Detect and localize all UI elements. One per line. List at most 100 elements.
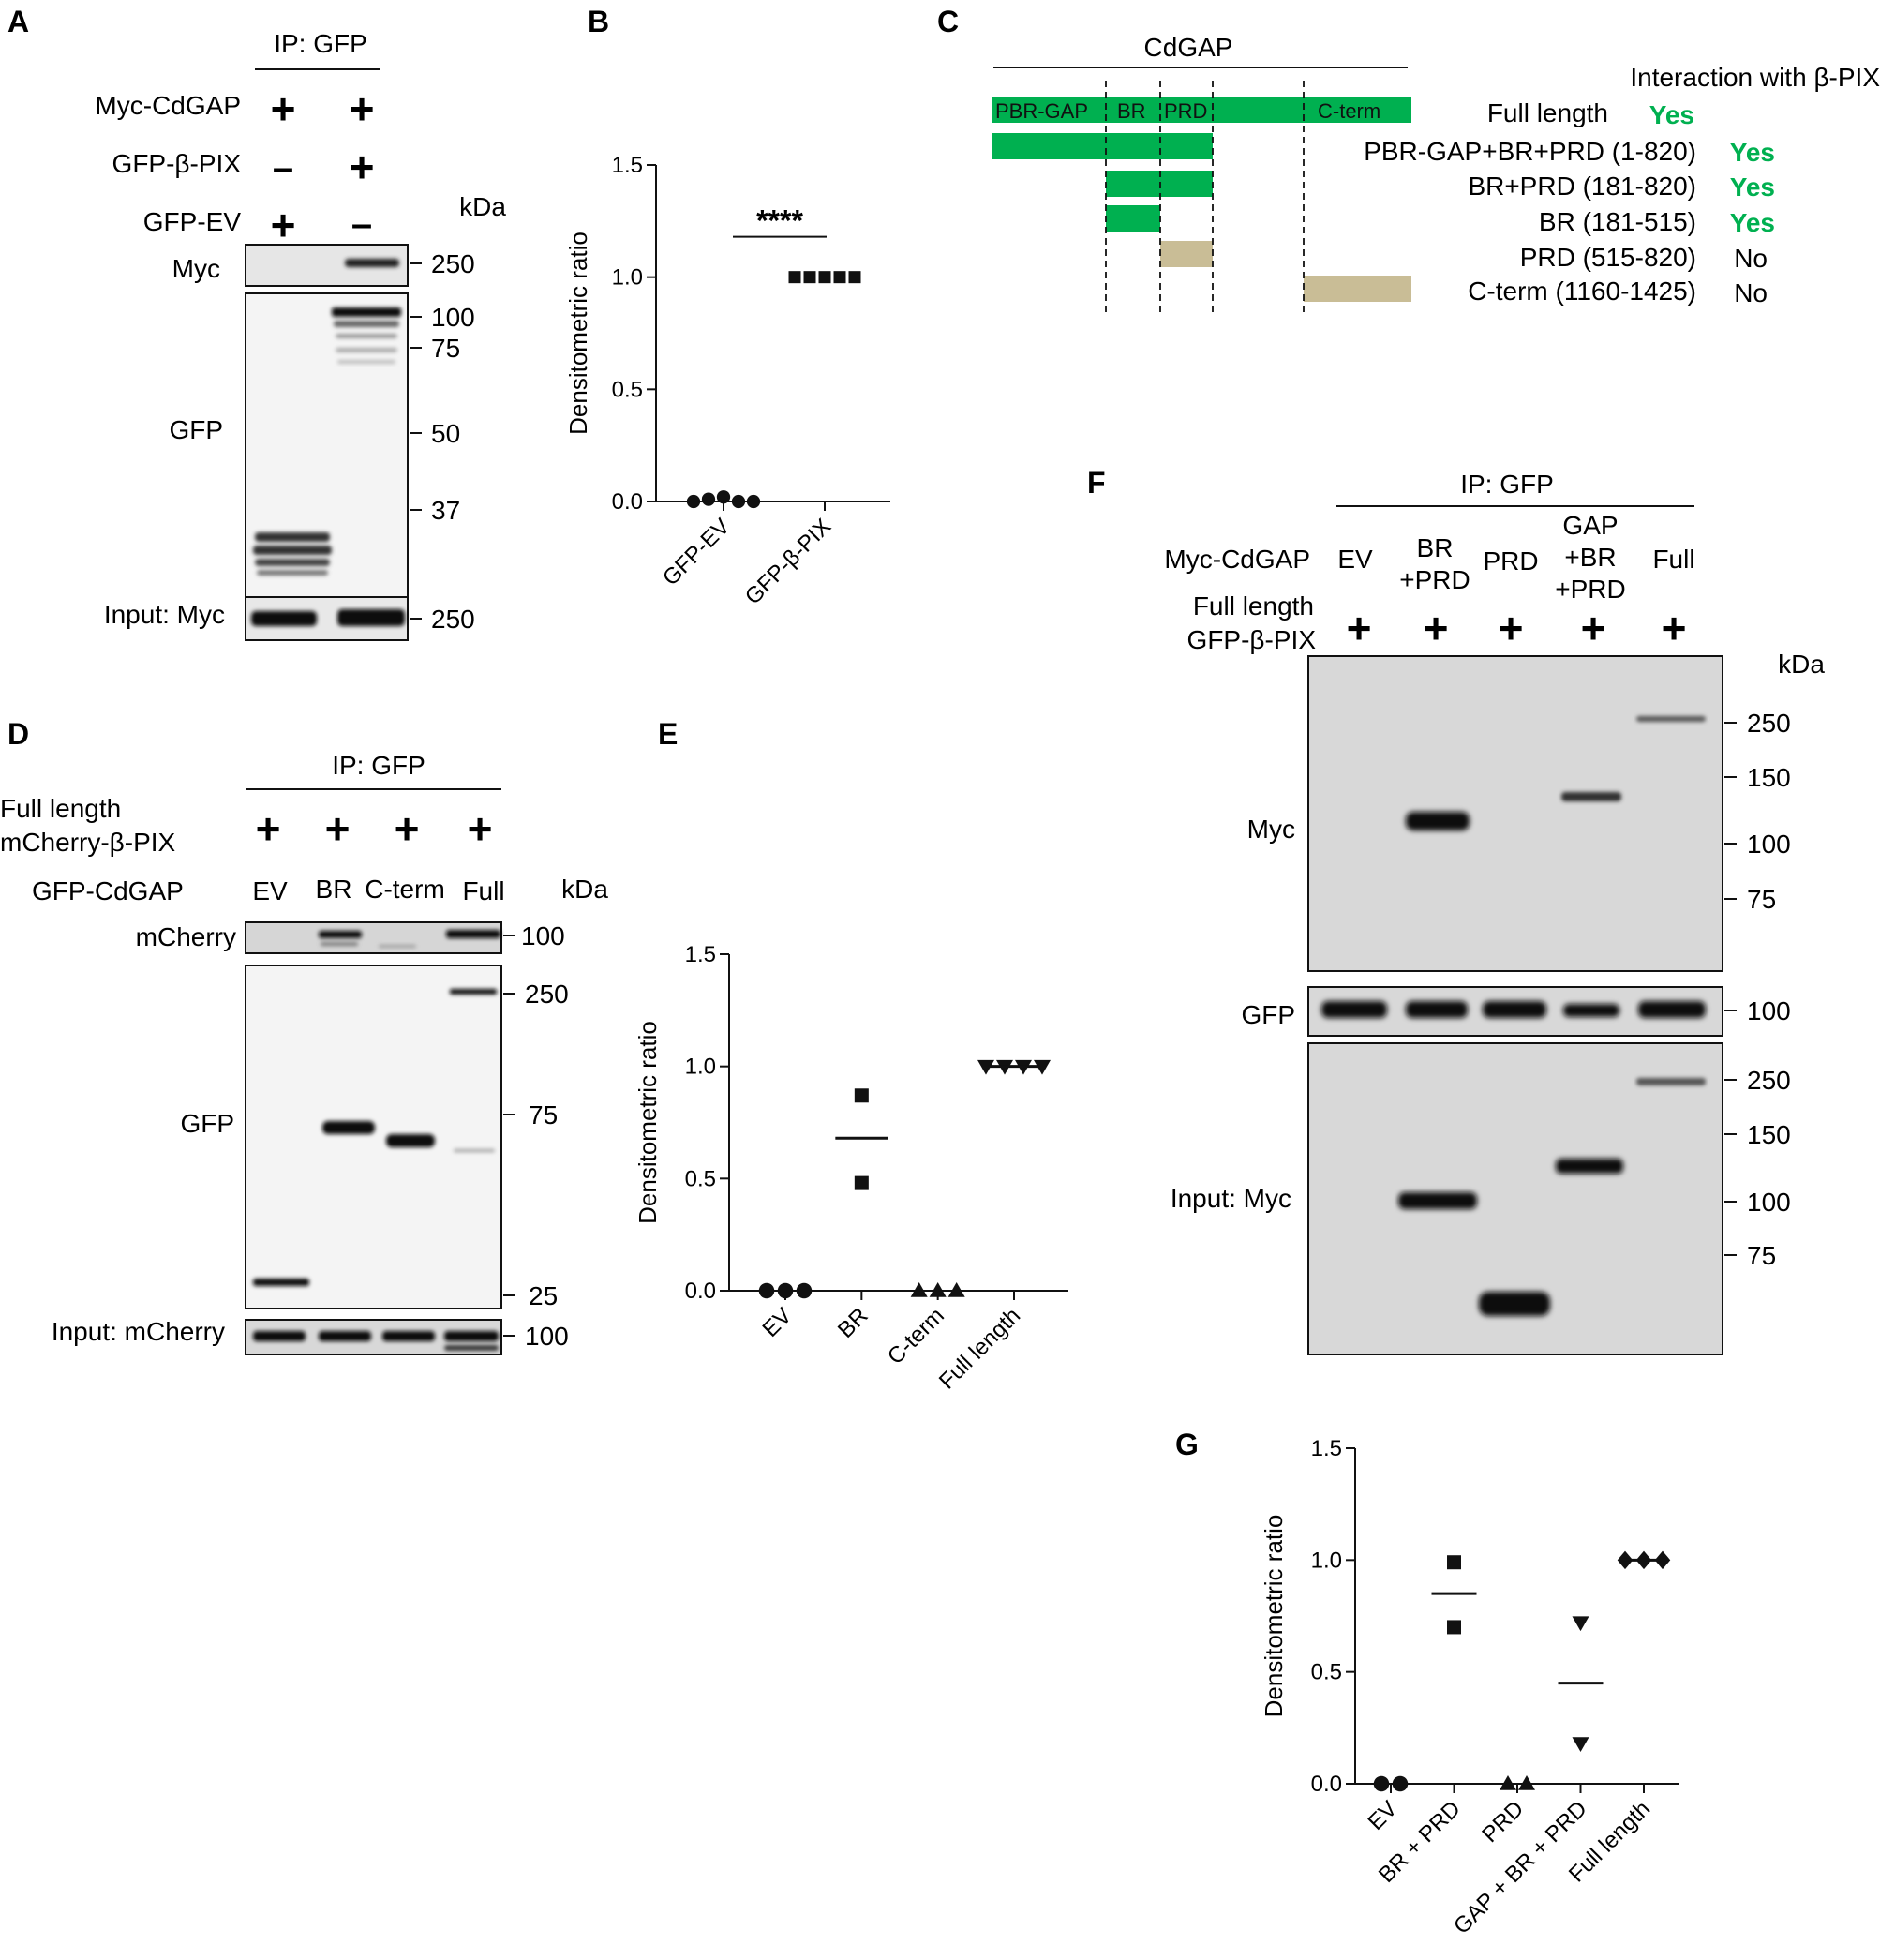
- y-tick-label: 0.5: [685, 1166, 716, 1191]
- band: [1406, 812, 1470, 830]
- marker-label: 75: [1747, 885, 1776, 914]
- band: [1398, 1192, 1477, 1209]
- data-point: [1447, 1620, 1461, 1635]
- sign: +: [395, 804, 420, 853]
- band: [1556, 1159, 1623, 1174]
- construct-result: Yes: [1730, 172, 1775, 202]
- blot-gfp: [245, 965, 502, 1309]
- marker-label: 37: [431, 496, 460, 525]
- kda-label: kDa: [1778, 650, 1825, 679]
- data-point: [947, 1282, 965, 1297]
- cdgap-label: Myc-CdGAP: [1164, 545, 1310, 574]
- panel-a: A IP: GFP Myc-CdGAP + + GFP-β-PIX – + GF…: [7, 5, 506, 641]
- blot-label: GFP: [169, 415, 223, 444]
- band: [1479, 1292, 1550, 1316]
- y-tick-label: 0.0: [685, 1279, 716, 1304]
- ip-label: IP: GFP: [1460, 470, 1554, 499]
- panel-letter-d: D: [7, 717, 29, 751]
- marker-label: 50: [431, 419, 460, 448]
- panel-letter-b: B: [588, 5, 609, 38]
- domain-label: BR: [1117, 99, 1146, 123]
- band: [1483, 1001, 1546, 1018]
- construct-bar-1160-1425: [1304, 276, 1411, 302]
- band: [1636, 1078, 1706, 1085]
- row-label: Myc-CdGAP: [95, 91, 241, 120]
- construct-name: BR+PRD (181-820): [1468, 172, 1696, 201]
- sign: +: [271, 84, 296, 133]
- band: [382, 1331, 435, 1341]
- band: [322, 1121, 375, 1134]
- data-point: [746, 494, 761, 509]
- y-tick-label: 1.0: [612, 265, 643, 291]
- x-tick-label: GFP-β-PIX: [740, 514, 836, 609]
- data-point: [1500, 1775, 1516, 1790]
- band: [336, 348, 397, 352]
- interaction-header: Interaction with β-PIX: [1630, 63, 1880, 92]
- pix-label: mCherry-β-PIX: [0, 828, 176, 857]
- x-tick-label: BR: [833, 1303, 873, 1343]
- domain-label: PBR-GAP: [995, 99, 1088, 123]
- blot-myc: [1307, 655, 1723, 972]
- marker-label: 100: [525, 1322, 569, 1351]
- blot-label: mCherry: [136, 922, 236, 951]
- y-axis-label: Densitometric ratio: [634, 1021, 662, 1224]
- construct-name: PRD (515-820): [1520, 243, 1696, 272]
- band: [444, 1345, 499, 1351]
- construct-result: Yes: [1730, 208, 1775, 237]
- panel-letter-e: E: [658, 717, 678, 751]
- panel-letter-g: G: [1175, 1428, 1199, 1461]
- full-length-label: Full length: [1193, 591, 1314, 621]
- data-point: [854, 1088, 869, 1103]
- lane-label: Full: [462, 876, 504, 905]
- band: [253, 546, 332, 555]
- lane-label: BR +PRD: [1399, 533, 1470, 594]
- data-point: [1572, 1737, 1589, 1753]
- chart-marks: ****: [686, 204, 861, 509]
- band: [446, 930, 500, 938]
- construct-bar-1-820: [992, 133, 1213, 159]
- sign: +: [350, 142, 375, 191]
- x-tick-label: EV: [758, 1303, 798, 1342]
- marker-label: 150: [1747, 763, 1791, 792]
- sign: +: [271, 201, 296, 249]
- data-point: [777, 1282, 794, 1299]
- pix-label: GFP-β-PIX: [1187, 625, 1317, 654]
- band: [454, 1149, 495, 1152]
- data-point: [701, 492, 716, 506]
- y-tick-label: 0.5: [1311, 1660, 1342, 1685]
- x-tick-label: GFP-EV: [658, 514, 735, 591]
- marker-label: 250: [525, 980, 569, 1009]
- band: [1638, 1001, 1706, 1018]
- sign: –: [273, 147, 293, 188]
- data-point: [1034, 1059, 1051, 1075]
- blot-label: GFP: [180, 1109, 234, 1138]
- full-length-label: Full length: [0, 794, 121, 823]
- band: [345, 259, 399, 267]
- data-point: [854, 1175, 869, 1190]
- data-point: [818, 271, 831, 284]
- band: [321, 942, 358, 946]
- construct-result: Yes: [1730, 138, 1775, 167]
- band: [257, 570, 328, 576]
- data-point: [848, 271, 861, 284]
- band: [332, 307, 401, 317]
- construct-name: C-term (1160-1425): [1468, 277, 1696, 306]
- construct-result: No: [1734, 244, 1768, 273]
- marker-label: 100: [521, 921, 565, 950]
- marker-label: 100: [1747, 830, 1791, 859]
- marker-label: 75: [1747, 1241, 1776, 1270]
- band: [450, 989, 497, 995]
- blot-label: Input: mCherry: [52, 1317, 225, 1346]
- construct-name: Full length: [1487, 98, 1608, 127]
- band: [251, 611, 317, 626]
- band: [1563, 1004, 1619, 1017]
- data-point: [731, 494, 746, 509]
- y-tick-label: 1.5: [1311, 1436, 1342, 1461]
- data-point: [929, 1282, 947, 1297]
- marker-label: 250: [1747, 1066, 1791, 1095]
- data-point: [803, 271, 816, 284]
- data-point: [1572, 1616, 1589, 1632]
- band: [386, 1134, 435, 1147]
- band: [336, 334, 397, 338]
